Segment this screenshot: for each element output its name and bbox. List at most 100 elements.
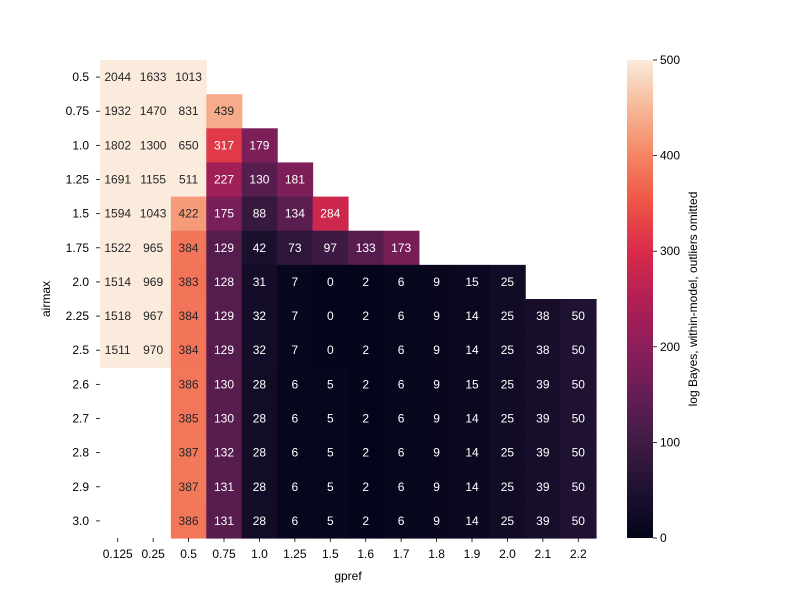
cell-value-label: 50	[572, 309, 586, 323]
heatmap-cell	[206, 94, 243, 129]
heatmap-cell	[277, 299, 314, 334]
heatmap-cell	[383, 333, 420, 368]
heatmap-cell	[383, 230, 420, 266]
cell-value-label: 1155	[140, 173, 166, 187]
heatmap-cell	[100, 128, 137, 164]
cell-value-label: 2	[362, 275, 369, 289]
heatmap-cell	[454, 503, 491, 539]
heatmap-cell	[206, 435, 243, 471]
heatmap-cell	[100, 299, 137, 334]
cell-value-label: 831	[179, 104, 199, 118]
cell-value-label: 132	[214, 446, 234, 460]
x-tick-label: 2.0	[499, 547, 516, 561]
cell-value-label: 129	[214, 309, 234, 323]
cell-value-label: 967	[143, 309, 163, 323]
heatmap-cell	[560, 469, 597, 505]
colorbar-tick-label: 500	[660, 53, 680, 67]
cell-value-label: 15	[465, 275, 479, 289]
cell-value-label: 14	[465, 480, 479, 494]
colorbar-tick-label: 300	[660, 244, 680, 258]
heatmap-cell	[560, 333, 597, 368]
heatmap-cell	[348, 469, 385, 505]
cell-value-label: 130	[214, 412, 234, 426]
heatmap-cell	[525, 401, 562, 437]
colorbar-tick-label: 0	[660, 531, 667, 545]
heatmap-cell	[277, 196, 314, 232]
cell-value-label: 25	[501, 446, 515, 460]
heatmap-cell	[135, 162, 172, 198]
cell-value-label: 5	[327, 446, 334, 460]
heatmap-cell	[418, 367, 455, 403]
heatmap-cell	[489, 401, 526, 437]
cell-value-label: 28	[253, 514, 267, 528]
colorbar-tick-label: 400	[660, 149, 680, 163]
y-tick-label: 0.75	[66, 104, 90, 118]
cell-value-label: 7	[292, 343, 299, 357]
cell-value-label: 9	[433, 480, 440, 494]
heatmap-cell	[241, 503, 278, 539]
x-tick-label: 0.5	[180, 547, 197, 561]
cell-value-label: 50	[572, 343, 586, 357]
heatmap-cell	[241, 230, 278, 266]
heatmap-cell	[100, 162, 137, 198]
cell-value-label: 384	[179, 343, 199, 357]
heatmap-cell	[418, 299, 455, 334]
cell-value-label: 384	[179, 241, 199, 255]
cell-value-label: 131	[214, 480, 234, 494]
cell-value-label: 134	[285, 207, 305, 221]
cell-value-label: 1802	[104, 138, 131, 152]
heatmap-cell	[383, 264, 420, 300]
heatmap-cell	[206, 469, 243, 505]
heatmap-cell	[206, 333, 243, 368]
cell-value-label: 39	[536, 514, 550, 528]
cell-value-label: 1633	[140, 70, 167, 84]
heatmap-cell	[312, 435, 349, 471]
cell-value-label: 9	[433, 309, 440, 323]
heatmap-cell	[206, 128, 243, 164]
heatmap-cell	[277, 333, 314, 368]
y-tick-label: 1.0	[72, 138, 89, 152]
cell-value-label: 970	[143, 343, 163, 357]
cell-value-label: 28	[253, 377, 267, 391]
heatmap-cell	[454, 401, 491, 437]
cell-value-label: 284	[320, 207, 340, 221]
heatmap-cell	[170, 333, 207, 368]
cell-value-label: 1013	[175, 70, 202, 84]
cell-value-label: 25	[501, 412, 515, 426]
heatmap-cell	[312, 401, 349, 437]
cell-value-label: 2044	[104, 70, 131, 84]
heatmap-cell	[100, 264, 137, 300]
heatmap-cell	[489, 333, 526, 368]
x-tick-label: 1.5	[322, 547, 339, 561]
heatmap-cell	[241, 435, 278, 471]
x-tick-label: 0.25	[141, 547, 165, 561]
heatmap-cell	[206, 230, 243, 266]
cell-value-label: 0	[327, 309, 334, 323]
cell-value-label: 9	[433, 514, 440, 528]
heatmap-cell	[454, 469, 491, 505]
heatmap-cell	[170, 503, 207, 539]
colorbar-gradient	[627, 60, 653, 538]
cell-value-label: 6	[292, 412, 299, 426]
heatmap-cell	[170, 230, 207, 266]
heatmap-cell	[489, 264, 526, 300]
heatmap-cell	[277, 264, 314, 300]
cell-value-label: 50	[572, 412, 586, 426]
cell-value-label: 384	[179, 309, 199, 323]
heatmap-cell	[383, 435, 420, 471]
cell-value-label: 181	[285, 173, 305, 187]
x-tick-label: 1.6	[357, 547, 374, 561]
heatmap-cell	[241, 264, 278, 300]
cell-value-label: 38	[536, 343, 550, 357]
cell-value-label: 6	[398, 309, 405, 323]
heatmap-cell	[489, 503, 526, 539]
heatmap-cell	[489, 367, 526, 403]
heatmap-cell	[348, 401, 385, 437]
cell-value-label: 6	[398, 343, 405, 357]
heatmap-cell	[135, 94, 172, 129]
cell-value-label: 128	[214, 275, 234, 289]
heatmap-cell	[312, 469, 349, 505]
cell-value-label: 6	[398, 412, 405, 426]
cell-value-label: 7	[292, 275, 299, 289]
heatmap-cell	[312, 367, 349, 403]
